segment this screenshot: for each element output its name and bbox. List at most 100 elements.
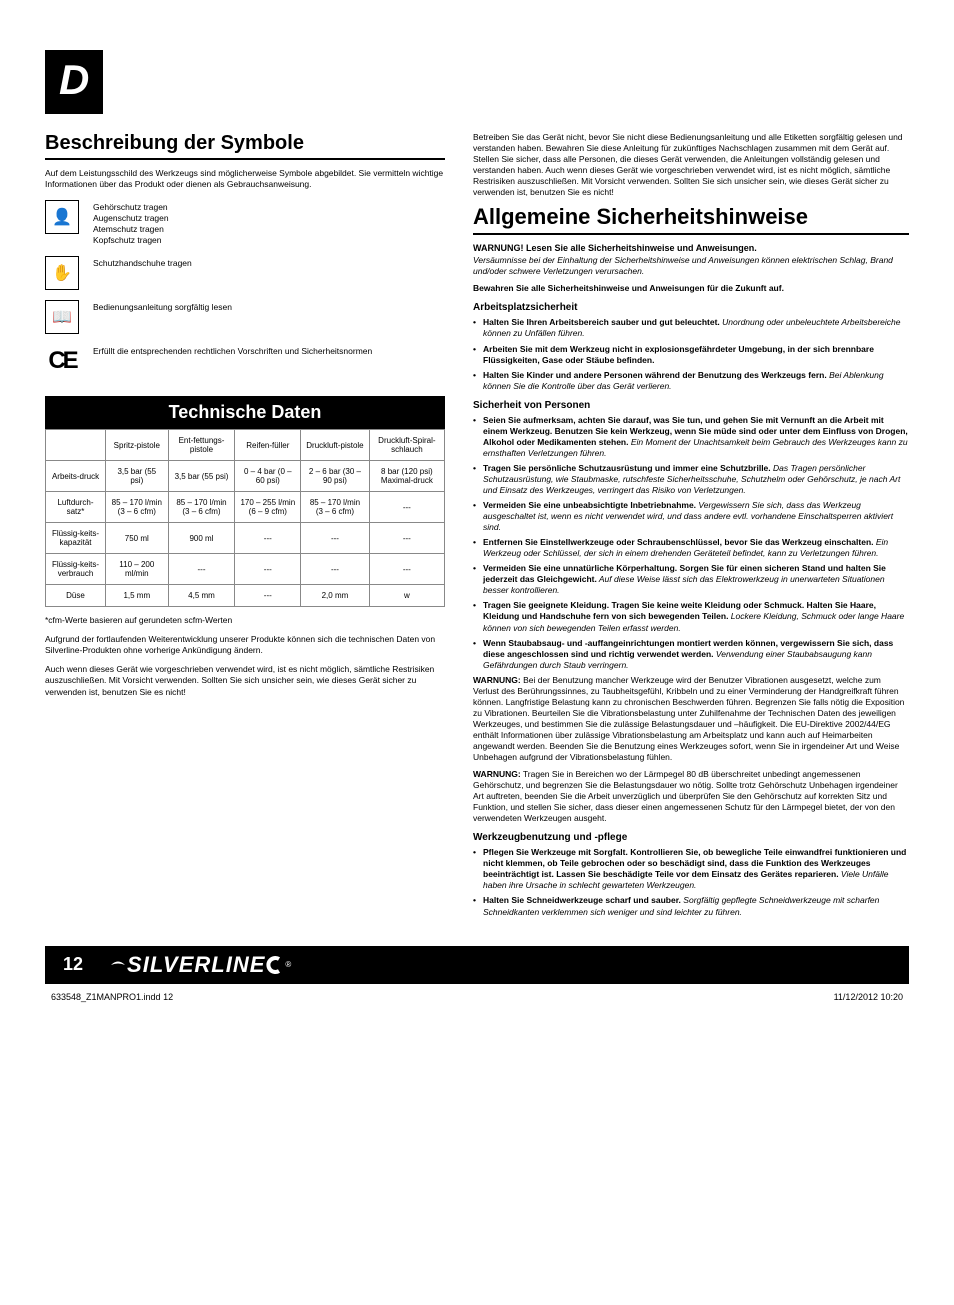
footer-bar: 12 SILVERLINE ® [45,946,909,984]
right-column: Betreiben Sie das Gerät nicht, bevor Sie… [473,132,909,922]
table-row: Flüssig-keits-verbrauch110 – 200 ml/min-… [46,554,445,585]
table-header: Reifen-füller [235,430,301,461]
table-cell: --- [168,554,235,585]
table-row: Arbeits-druck3,5 bar (55 psi)3,5 bar (55… [46,461,445,492]
intro-paragraph: Betreiben Sie das Gerät nicht, bevor Sie… [473,132,909,198]
table-header: Spritz-pistole [106,430,169,461]
safety-heading: Allgemeine Sicherheitshinweise [473,204,909,235]
table-cell: --- [235,554,301,585]
noise-warning: WARNUNG: Tragen Sie in Bereichen wo der … [473,769,909,824]
table-cell: Flüssig-keits-kapazität [46,523,106,554]
vibration-warning: WARNUNG: Bei der Benutzung mancher Werkz… [473,675,909,763]
list-item: Vermeiden Sie eine unbeabsichtigte Inbet… [473,500,909,533]
warning-label: WARNUNG: [473,769,521,779]
footnote-changes: Aufgrund der fortlaufenden Weiterentwick… [45,634,445,656]
brand-swoosh-icon [109,956,127,974]
list-item: Wenn Staubabsaug- und -auffangeinrichtun… [473,638,909,671]
table-row: Luftdurch-satz*85 – 170 l/min (3 – 6 cfm… [46,492,445,523]
vibration-warning-text: Bei der Benutzung mancher Werkzeuge wird… [473,675,904,762]
table-cell: 2,0 mm [301,585,370,607]
page-number: 12 [45,954,101,975]
symbols-list: 👤 Gehörschutz tragenAugenschutz tragenAte… [45,200,445,378]
table-cell: --- [235,585,301,607]
table-cell: 85 – 170 l/min (3 – 6 cfm) [168,492,235,523]
file-reference: 633548_Z1MANPRO1.indd 12 [51,992,173,1002]
warning-line: WARNUNG! Lesen Sie alle Sicherheitshinwe… [473,243,909,253]
list-item: Tragen Sie geeignete Kleidung. Tragen Si… [473,600,909,633]
symbol-row: ✋ Schutzhandschuhe tragen [45,256,445,290]
symbol-row: CE Erfüllt die entsprechenden rechtlichen… [45,344,445,378]
symbols-intro: Auf dem Leistungsschild des Werkzeugs si… [45,168,445,190]
list-item: Pflegen Sie Werkzeuge mit Sorgfalt. Kont… [473,847,909,891]
symbol-text: Bedienungsanleitung sorgfältig lesen [93,300,232,313]
symbol-row: 👤 Gehörschutz tragenAugenschutz tragenAte… [45,200,445,246]
table-cell: --- [369,523,444,554]
imprint-line: 633548_Z1MANPRO1.indd 12 11/12/2012 10:2… [45,984,909,1002]
content-columns: Beschreibung der Symbole Auf dem Leistun… [45,132,909,922]
safety-icon: ✋ [45,256,79,290]
footnote-cfm: *cfm-Werte basieren auf gerundeten scfm-… [45,615,445,626]
table-cell: 110 – 200 ml/min [106,554,169,585]
table-cell: 900 ml [168,523,235,554]
table-header [46,430,106,461]
table-header: Ent-fettungs-pistole [168,430,235,461]
symbols-heading: Beschreibung der Symbole [45,132,445,160]
table-header: Druckluft-pistole [301,430,370,461]
symbol-text: Schutzhandschuhe tragen [93,256,192,269]
keep-instructions: Bewahren Sie alle Sicherheitshinweise un… [473,283,909,294]
list-item: Halten Sie Ihren Arbeitsbereich sauber u… [473,317,909,339]
table-cell: 750 ml [106,523,169,554]
table-cell: --- [369,554,444,585]
safety-icon: 👤 [45,200,79,234]
tech-data-heading: Technische Daten [45,396,445,429]
ce-mark-icon: CE [45,344,79,378]
table-cell: 2 – 6 bar (30 – 90 psi) [301,461,370,492]
list-item: Arbeiten Sie mit dem Werkzeug nicht in e… [473,344,909,366]
safety-icon: 📖 [45,300,79,334]
table-row: Flüssig-keits-kapazität750 ml900 ml-----… [46,523,445,554]
table-header: Druckluft-Spiral-schlauch [369,430,444,461]
brand-name: SILVERLINE [127,952,265,978]
table-cell: 0 – 4 bar (0 – 60 psi) [235,461,301,492]
symbol-row: 📖 Bedienungsanleitung sorgfältig lesen [45,300,445,334]
table-cell: --- [369,492,444,523]
workplace-safety-heading: Arbeitsplatzsicherheit [473,302,909,313]
workplace-safety-list: Halten Sie Ihren Arbeitsbereich sauber u… [473,317,909,391]
symbol-text: Gehörschutz tragenAugenschutz tragenAtem… [93,200,169,246]
table-cell: Luftdurch-satz* [46,492,106,523]
table-cell: 170 – 255 l/min (6 – 9 cfm) [235,492,301,523]
list-item: Entfernen Sie Einstellwerkzeuge oder Sch… [473,537,909,559]
noise-warning-text: Tragen Sie in Bereichen wo der Lärmpegel… [473,769,898,823]
tool-use-heading: Werkzeugbenutzung und -pflege [473,832,909,843]
list-item: Tragen Sie persönliche Schutzausrüstung … [473,463,909,496]
list-item: Halten Sie Kinder und andere Personen wä… [473,370,909,392]
warning-label: WARNUNG: [473,675,521,685]
table-cell: 3,5 bar (55 psi) [168,461,235,492]
timestamp: 11/12/2012 10:20 [834,992,903,1002]
table-cell: 3,5 bar (55 psi) [106,461,169,492]
table-cell: 85 – 170 l/min (3 – 6 cfm) [301,492,370,523]
table-row: Düse1,5 mm4,5 mm---2,0 mmw [46,585,445,607]
table-cell: --- [301,554,370,585]
table-cell: 4,5 mm [168,585,235,607]
table-cell: --- [301,523,370,554]
personal-safety-list: Seien Sie aufmerksam, achten Sie darauf,… [473,415,909,671]
registered-mark: ® [285,960,291,969]
left-column: Beschreibung der Symbole Auf dem Leistun… [45,132,445,922]
page: D Beschreibung der Symbole Auf dem Leist… [0,0,954,1022]
table-cell: 85 – 170 l/min (3 – 6 cfm) [106,492,169,523]
list-item: Vermeiden Sie eine unnatürliche Körperha… [473,563,909,596]
warning-italic: Versäumnisse bei der Einhaltung der Sich… [473,255,909,277]
table-cell: Flüssig-keits-verbrauch [46,554,106,585]
table-cell: 8 bar (120 psi) Maximal-druck [369,461,444,492]
tool-use-list: Pflegen Sie Werkzeuge mit Sorgfalt. Kont… [473,847,909,917]
footnote-risk: Auch wenn dieses Gerät wie vorgeschriebe… [45,664,445,697]
list-item: Seien Sie aufmerksam, achten Sie darauf,… [473,415,909,459]
symbol-text: Erfüllt die entsprechenden rechtlichen V… [93,344,372,357]
brand-logo: SILVERLINE ® [101,948,307,982]
table-cell: Düse [46,585,106,607]
table-cell: --- [235,523,301,554]
list-item: Halten Sie Schneidwerkzeuge scharf und s… [473,895,909,917]
language-badge: D [45,50,103,114]
table-cell: Arbeits-druck [46,461,106,492]
